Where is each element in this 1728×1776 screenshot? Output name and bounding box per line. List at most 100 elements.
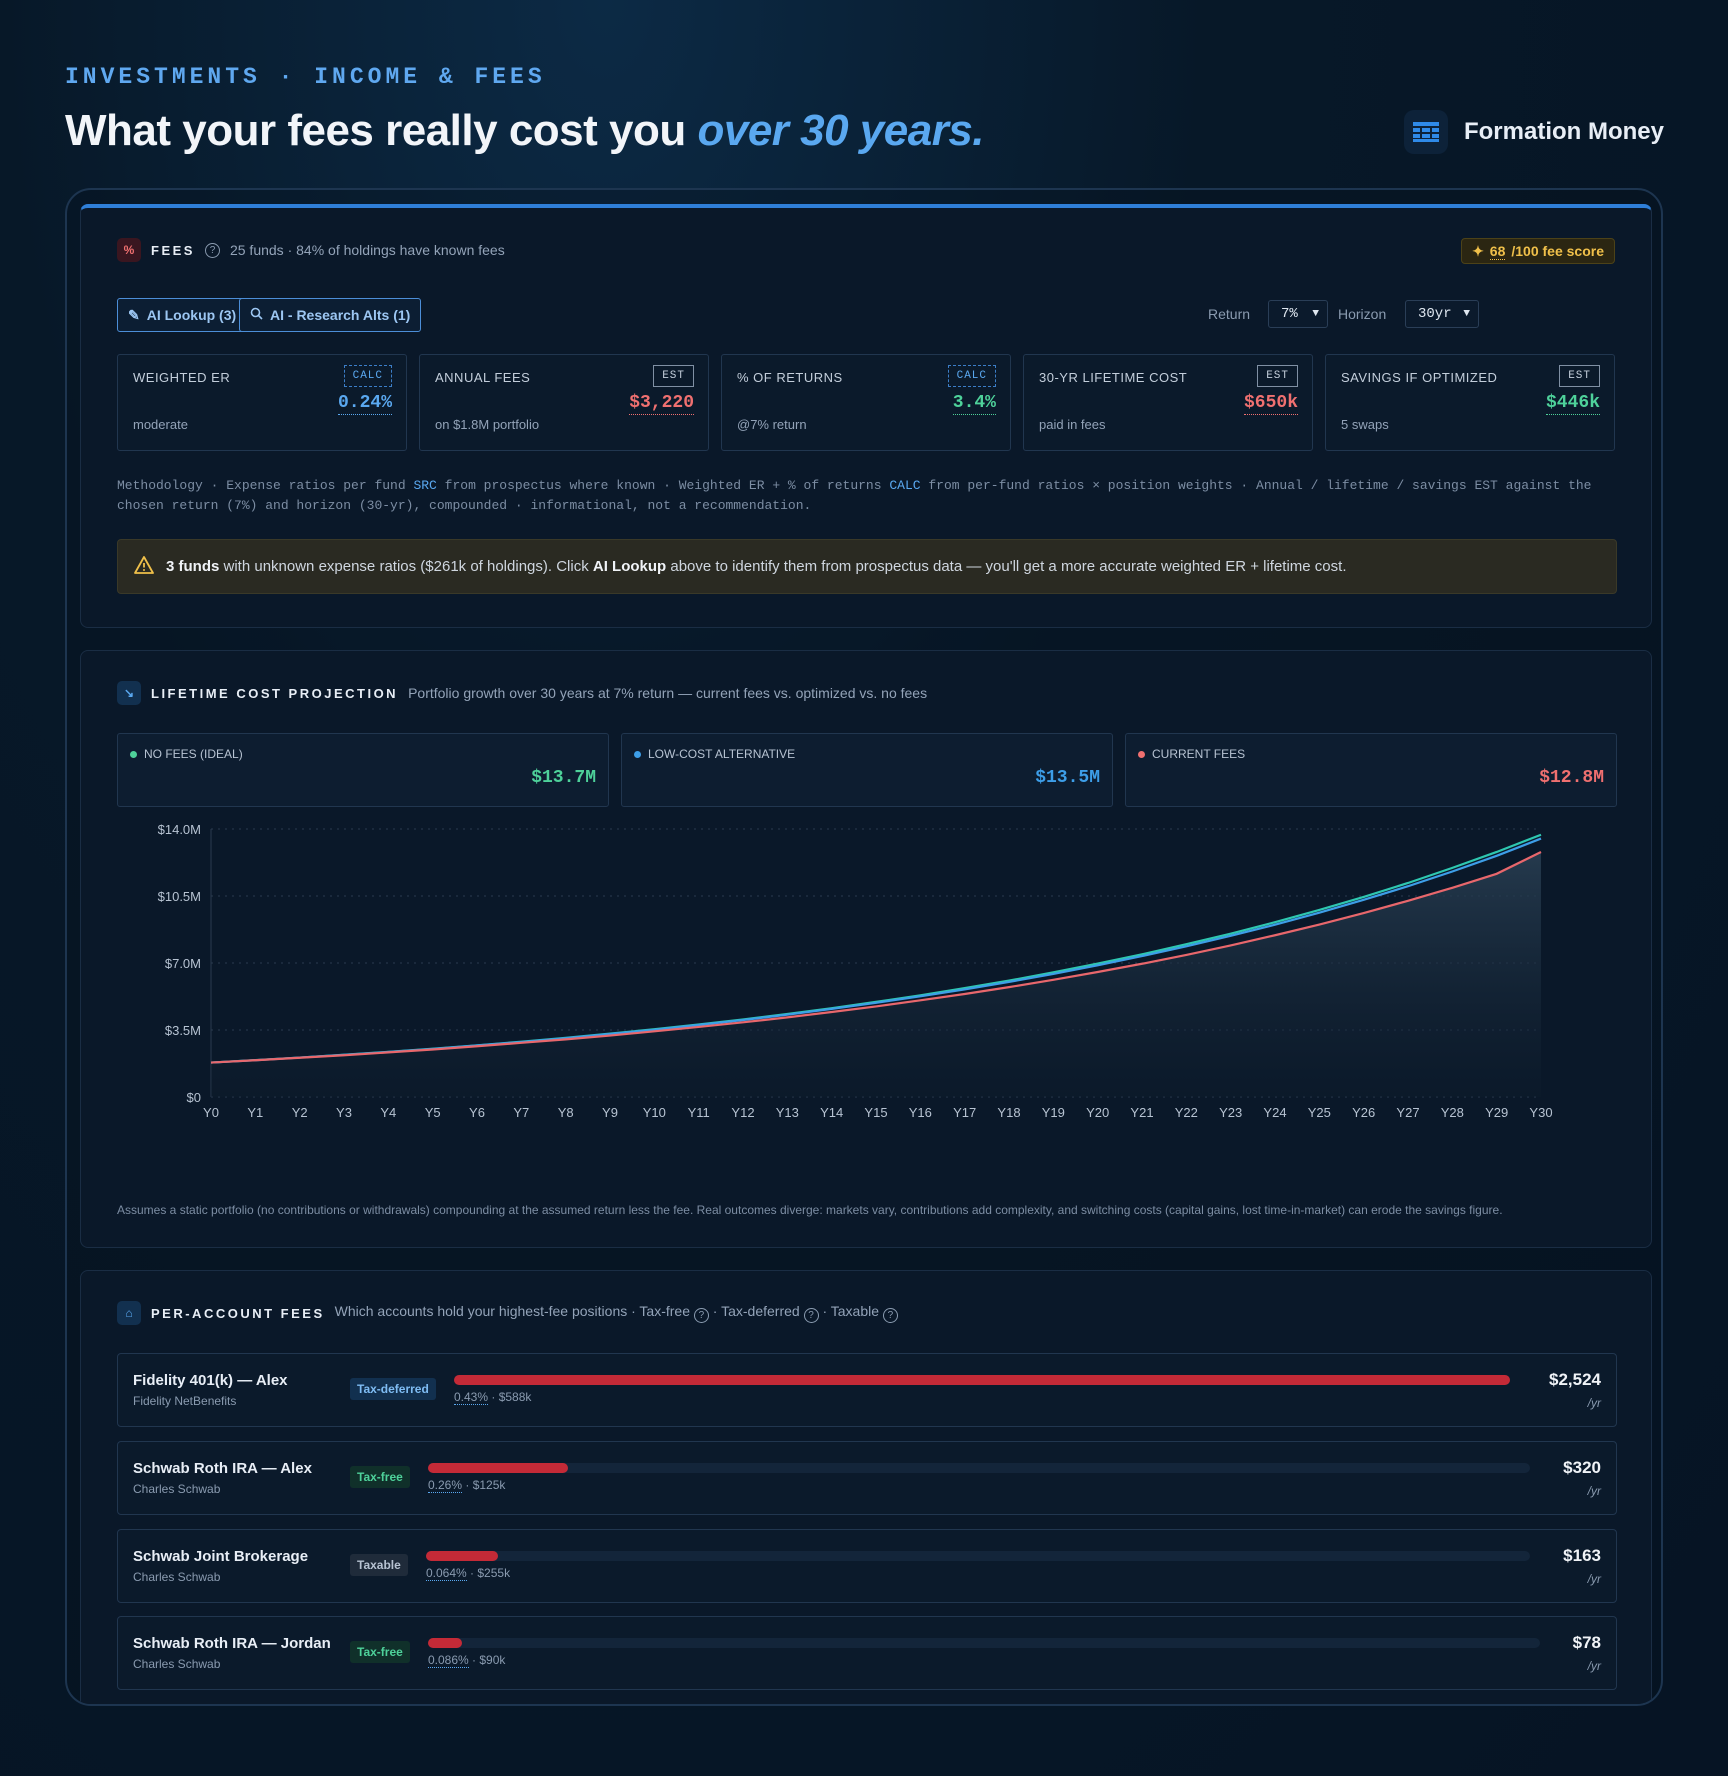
- x-tick-label: Y17: [953, 1105, 976, 1120]
- x-tick-label: Y12: [731, 1105, 754, 1120]
- subtitle-text: Which accounts hold your highest-fee pos…: [334, 1303, 694, 1319]
- legend-text: CURRENT FEES: [1152, 747, 1246, 761]
- account-row[interactable]: Schwab Joint Brokerage Charles Schwab Taxa…: [117, 1529, 1617, 1603]
- x-tick-label: Y19: [1042, 1105, 1065, 1120]
- return-select[interactable]: 7% ▼: [1268, 300, 1328, 328]
- subtitle-text: · Taxable: [818, 1303, 883, 1319]
- metric-sub: @7% return: [737, 417, 807, 432]
- account-er: 0.064%: [426, 1566, 467, 1581]
- metric-tag: EST: [653, 365, 694, 387]
- accounts-header: ⌂ PER-ACCOUNT FEES Which accounts hold y…: [117, 1301, 898, 1325]
- metric-tag: EST: [1559, 365, 1600, 387]
- account-meta: 0.086% · $90k: [428, 1653, 506, 1668]
- account-institution: Charles Schwab: [133, 1657, 221, 1671]
- account-row[interactable]: Fidelity 401(k) — Alex Fidelity NetBenefi…: [117, 1353, 1617, 1427]
- x-tick-label: Y20: [1086, 1105, 1109, 1120]
- metric-label: 30-YR LIFETIME COST: [1039, 370, 1188, 385]
- chevron-down-icon: ▼: [1463, 308, 1470, 320]
- warning-bold: 3 funds: [166, 558, 220, 575]
- tax-status-chip: Tax-free: [350, 1641, 410, 1663]
- per-year-label: /yr: [1587, 1484, 1601, 1498]
- accounts-title: PER-ACCOUNT FEES: [151, 1305, 325, 1321]
- legend-dot: [1138, 750, 1145, 758]
- bank-icon: ⌂: [117, 1301, 141, 1325]
- ai-lookup-button[interactable]: ✎ AI Lookup (3): [117, 298, 248, 332]
- metric-card: ANNUAL FEES EST $3,220 on $1.8M portfolio: [419, 354, 709, 451]
- current-fees-area: [211, 851, 1541, 1097]
- per-account-fees-card: ⌂ PER-ACCOUNT FEES Which accounts hold y…: [80, 1270, 1652, 1704]
- warning-text-a: with unknown expense ratios ($261k of ho…: [219, 558, 593, 575]
- ai-research-alts-button[interactable]: AI - Research Alts (1): [239, 298, 422, 332]
- methodology-text: Methodology · Expense ratios per fund: [117, 478, 414, 493]
- calc-marker: CALC: [889, 478, 921, 493]
- metric-sub: 5 swaps: [1341, 417, 1389, 432]
- y-tick-label: $7.0M: [165, 956, 201, 971]
- fee-bar: [428, 1638, 1540, 1648]
- trend-icon: ↘: [117, 681, 141, 705]
- help-icon[interactable]: ?: [693, 1308, 709, 1323]
- legend-item: NO FEES (IDEAL) $13.7M: [117, 733, 609, 807]
- x-tick-label: Y11: [688, 1105, 710, 1120]
- account-balance: · $125k: [462, 1478, 506, 1492]
- account-balance: · $90k: [468, 1653, 506, 1667]
- x-tick-label: Y5: [425, 1105, 441, 1120]
- legend-value: $12.8M: [1539, 768, 1604, 788]
- metric-value: 3.4%: [952, 393, 996, 415]
- fee-bar: [454, 1375, 1510, 1385]
- metric-label: % OF RETURNS: [737, 370, 843, 385]
- eyebrow-breadcrumb: INVESTMENTS · INCOME & FEES: [65, 64, 546, 90]
- x-tick-label: Y25: [1308, 1105, 1331, 1120]
- metric-value: $650k: [1243, 393, 1298, 415]
- x-tick-label: Y2: [292, 1105, 308, 1120]
- account-row[interactable]: Schwab Roth IRA — Jordan Charles Schwab Ta…: [117, 1616, 1617, 1690]
- x-tick-label: Y21: [1130, 1105, 1153, 1120]
- horizon-select[interactable]: 30yr ▼: [1405, 300, 1479, 328]
- subtitle-text: · Tax-deferred: [708, 1303, 804, 1319]
- account-institution: Fidelity NetBenefits: [133, 1394, 237, 1408]
- account-row[interactable]: Schwab Roth IRA — Alex Charles Schwab Tax-…: [117, 1441, 1617, 1515]
- series-line-current-fees: [210, 850, 1542, 1064]
- brand: Formation Money: [1403, 110, 1664, 154]
- x-tick-label: Y13: [776, 1105, 799, 1120]
- metric-label: ANNUAL FEES: [435, 370, 531, 385]
- ai-lookup-label: AI Lookup (3): [146, 307, 237, 323]
- legend-text: LOW-COST ALTERNATIVE: [648, 747, 796, 761]
- sparkle-icon: ✦: [1472, 242, 1484, 259]
- legend-item: CURRENT FEES $12.8M: [1125, 733, 1617, 807]
- x-tick-label: Y27: [1396, 1105, 1419, 1120]
- x-tick-label: Y0: [203, 1105, 219, 1120]
- account-er: 0.26%: [428, 1478, 463, 1493]
- lifetime-projection-card: ↘ LIFETIME COST PROJECTION Portfolio gro…: [80, 650, 1652, 1248]
- ai-lookup-link[interactable]: AI Lookup: [592, 558, 667, 575]
- percent-icon: %: [117, 238, 141, 262]
- metric-card: SAVINGS IF OPTIMIZED EST $446k 5 swaps: [1325, 354, 1615, 451]
- y-tick-label: $10.5M: [158, 889, 201, 904]
- fees-header: % FEES ? 25 funds · 84% of holdings have…: [117, 238, 505, 262]
- x-tick-label: Y1: [247, 1105, 263, 1120]
- tax-status-chip: Taxable: [350, 1554, 408, 1576]
- metric-value: $3,220: [629, 393, 694, 415]
- content-frame: % FEES ? 25 funds · 84% of holdings have…: [65, 188, 1663, 1706]
- per-year-label: /yr: [1587, 1659, 1601, 1673]
- legend-dot: [634, 750, 641, 758]
- account-annual-fee: $78: [1572, 1633, 1601, 1652]
- projection-subtitle: Portfolio growth over 30 years at 7% ret…: [408, 685, 928, 701]
- chevron-down-icon: ▼: [1312, 308, 1319, 320]
- magic-wand-icon: ✎: [128, 306, 140, 323]
- metric-label: SAVINGS IF OPTIMIZED: [1341, 370, 1498, 385]
- metric-value: 0.24%: [337, 393, 392, 415]
- account-annual-fee: $163: [1563, 1546, 1601, 1565]
- warning-icon: [134, 555, 154, 578]
- ai-research-alts-label: AI - Research Alts (1): [270, 307, 411, 323]
- metric-card: WEIGHTED ER CALC 0.24% moderate: [117, 354, 407, 451]
- account-meta: 0.26% · $125k: [428, 1478, 506, 1493]
- horizon-label: Horizon: [1338, 306, 1387, 322]
- help-icon[interactable]: ?: [882, 1308, 898, 1323]
- help-icon[interactable]: ?: [204, 242, 220, 258]
- help-icon[interactable]: ?: [803, 1308, 819, 1323]
- fee-bar-fill: [428, 1463, 568, 1473]
- legend-label: LOW-COST ALTERNATIVE: [634, 747, 795, 761]
- fee-bar: [426, 1551, 1530, 1561]
- account-balance: · $588k: [488, 1390, 532, 1404]
- warning-text-b: above to identify them from prospectus d…: [666, 558, 1347, 575]
